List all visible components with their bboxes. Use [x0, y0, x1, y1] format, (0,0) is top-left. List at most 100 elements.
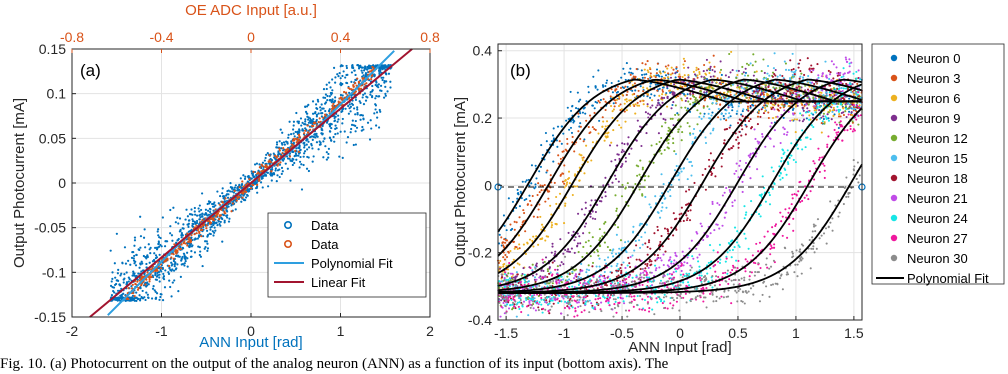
a-data-point: [162, 272, 165, 276]
a-ytick-label: 0.1: [47, 86, 67, 102]
b-data-point: [604, 125, 607, 128]
b-data-point: [749, 62, 752, 65]
a-data-point: [263, 159, 266, 162]
a-data-point: [206, 202, 209, 206]
a-data-point: [149, 252, 152, 255]
a-data-point-orange: [218, 203, 221, 206]
a-data-point: [272, 152, 275, 155]
a-data-point: [311, 138, 314, 141]
a-data-point: [255, 186, 258, 189]
b-data-point: [776, 75, 779, 78]
b-data-point: [587, 91, 590, 94]
a-data-point: [317, 112, 320, 115]
b-data-point: [777, 94, 780, 97]
b-data-point: [659, 216, 662, 219]
a-xtick-label: 2: [426, 323, 434, 339]
b-data-point: [762, 77, 765, 80]
b-data-point: [604, 84, 607, 88]
a-data-point: [325, 158, 328, 161]
a-data-point: [341, 108, 344, 111]
b-data-point: [591, 261, 595, 264]
a-data-point: [169, 232, 172, 235]
b-data-point: [624, 98, 627, 101]
b-data-point: [771, 97, 774, 100]
b-data-point: [717, 94, 720, 97]
a-data-point: [334, 133, 337, 136]
a-data-point: [110, 293, 114, 297]
b-data-point: [511, 227, 514, 231]
b-data-point: [719, 68, 723, 71]
a-data-point: [185, 208, 188, 211]
a-data-point: [363, 67, 366, 70]
b-data-point: [719, 60, 722, 63]
b-data-point: [581, 158, 584, 162]
a-data-point: [344, 107, 347, 110]
b-data-point: [704, 136, 707, 139]
a-data-point: [261, 161, 265, 164]
a-data-point: [369, 119, 372, 122]
b-data-point: [633, 249, 636, 252]
b-data-point: [720, 156, 723, 160]
b-data-point: [654, 195, 657, 198]
b-data-point: [683, 74, 686, 77]
b-data-point: [563, 164, 566, 167]
a-data-point: [162, 275, 166, 278]
b-data-point: [517, 191, 520, 195]
b-data-point: [778, 86, 781, 89]
a-data-point: [347, 112, 350, 115]
a-data-point: [180, 236, 183, 239]
b-data-point: [698, 72, 701, 76]
a-xlabel: ANN Input [rad]: [199, 334, 302, 351]
b-data-point: [506, 268, 510, 271]
a-data-point: [116, 289, 120, 292]
a-data-point: [252, 175, 255, 178]
a-data-point: [294, 152, 298, 155]
b-data-point: [783, 103, 786, 106]
b-data-point: [773, 97, 776, 100]
a-data-point: [322, 96, 325, 99]
b-data-point: [790, 68, 793, 71]
b-data-point: [618, 157, 621, 161]
a-data-point-orange: [294, 149, 297, 152]
b-data-point: [729, 115, 732, 118]
a-data-point: [328, 108, 331, 111]
b-data-point: [613, 105, 616, 108]
a-data-point: [360, 69, 363, 72]
b-data-point: [674, 113, 677, 116]
a-data-point: [199, 255, 203, 258]
b-data-point: [593, 111, 596, 115]
a-data-point: [274, 167, 277, 170]
b-data-point: [754, 82, 757, 85]
b-data-point: [522, 267, 525, 270]
b-data-point: [785, 97, 788, 100]
a-data-point-orange: [187, 240, 190, 244]
b-data-point: [754, 60, 757, 63]
a-data-point: [133, 244, 136, 247]
a-data-point: [328, 81, 331, 84]
b-data-point: [577, 212, 580, 215]
a-data-point: [157, 228, 160, 231]
b-data-point: [624, 120, 627, 123]
b-data-point: [615, 207, 618, 210]
b-data-point: [587, 269, 591, 272]
b-data-point: [506, 275, 509, 278]
b-data-point: [602, 120, 605, 123]
b-data-point: [597, 254, 600, 257]
b-data-point: [564, 179, 567, 182]
b-data-point: [539, 184, 542, 187]
b-data-point: [724, 112, 727, 115]
a-data-point: [199, 216, 202, 219]
b-data-point: [564, 204, 567, 207]
a-data-point: [270, 158, 274, 162]
b-data-point: [621, 93, 624, 96]
a-data-point: [115, 232, 118, 235]
b-data-point: [579, 98, 582, 101]
b-data-point: [628, 81, 631, 85]
a-data-point: [331, 99, 334, 103]
b-data-point: [526, 203, 529, 206]
b-data-point: [606, 132, 609, 135]
a-data-point-orange: [292, 137, 295, 140]
b-data-point: [742, 108, 745, 111]
a-data-point: [286, 141, 289, 144]
a-data-point: [384, 94, 387, 97]
